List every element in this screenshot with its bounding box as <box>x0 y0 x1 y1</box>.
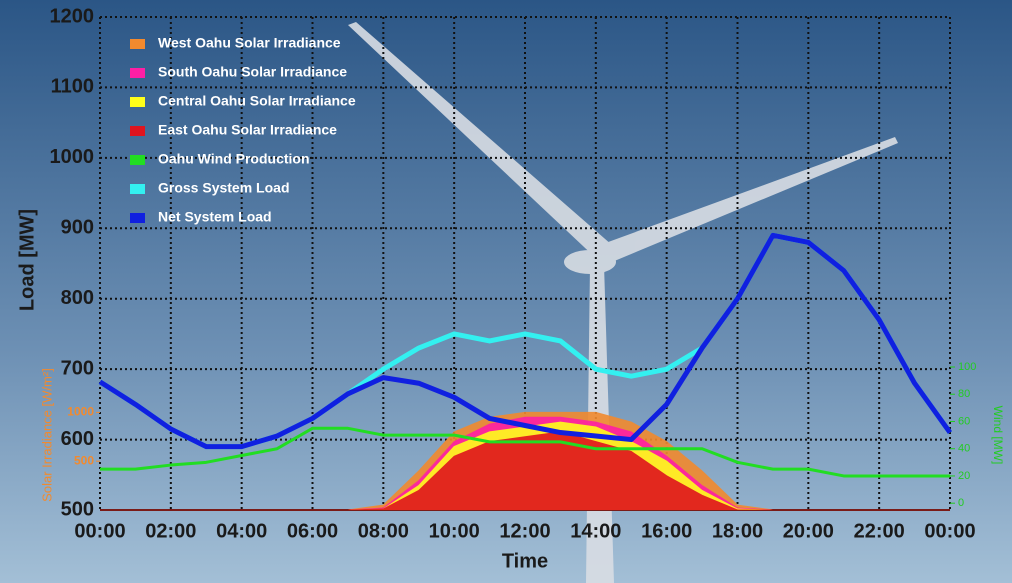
x-tick-label: 16:00 <box>641 520 692 542</box>
y2-tick-label: 60 <box>958 415 970 427</box>
y-axis-title: Load [MW] <box>16 209 38 311</box>
y3-axis-title: Solar Irradiance [W/m²] <box>39 368 54 502</box>
x-tick-label: 12:00 <box>499 520 550 542</box>
legend-swatch <box>130 68 145 78</box>
legend-swatch <box>130 97 145 107</box>
y2-tick-label: 80 <box>958 388 970 400</box>
legend-label: East Oahu Solar Irradiance <box>158 122 337 138</box>
x-tick-label: 00:00 <box>924 520 975 542</box>
y2-axis-title: Wind [MW] <box>991 406 1005 465</box>
legend-swatch <box>130 184 145 194</box>
legend-label: West Oahu Solar Irradiance <box>158 35 341 51</box>
y3-tick-label: 1000 <box>67 405 94 419</box>
y2-tick-label: 40 <box>958 443 970 455</box>
y-tick-label: 600 <box>61 428 94 450</box>
legend-label: Gross System Load <box>158 180 290 196</box>
x-tick-label: 20:00 <box>783 520 834 542</box>
legend-label: Oahu Wind Production <box>158 151 310 167</box>
y-tick-label: 500 <box>61 498 94 520</box>
legend-swatch <box>130 155 145 165</box>
x-tick-label: 00:00 <box>74 520 125 542</box>
y-tick-label: 900 <box>61 217 94 239</box>
legend-swatch <box>130 39 145 49</box>
legend-label: Net System Load <box>158 209 272 225</box>
x-tick-label: 18:00 <box>712 520 763 542</box>
x-tick-label: 14:00 <box>570 520 621 542</box>
x-tick-label: 04:00 <box>216 520 267 542</box>
y-tick-label: 700 <box>61 357 94 379</box>
y-tick-label: 1000 <box>50 146 95 168</box>
y2-tick-label: 20 <box>958 470 970 482</box>
y-tick-label: 1200 <box>50 5 95 27</box>
page: 50060070080090010001100120000:0002:0004:… <box>0 0 1012 583</box>
y3-tick-label: 500 <box>74 453 94 467</box>
x-tick-label: 10:00 <box>429 520 480 542</box>
legend-label: South Oahu Solar Irradiance <box>158 64 347 80</box>
y2-tick-label: 0 <box>958 497 964 509</box>
legend-swatch <box>130 126 145 136</box>
chart: 50060070080090010001100120000:0002:0004:… <box>0 0 1012 583</box>
x-tick-label: 02:00 <box>145 520 196 542</box>
x-tick-label: 08:00 <box>358 520 409 542</box>
legend-label: Central Oahu Solar Irradiance <box>158 93 356 109</box>
x-axis-title: Time <box>502 550 548 572</box>
x-tick-label: 06:00 <box>287 520 338 542</box>
y2-tick-label: 100 <box>958 361 976 373</box>
y-tick-label: 800 <box>61 287 94 309</box>
x-tick-label: 22:00 <box>854 520 905 542</box>
legend-swatch <box>130 213 145 223</box>
y-tick-label: 1100 <box>51 76 94 98</box>
